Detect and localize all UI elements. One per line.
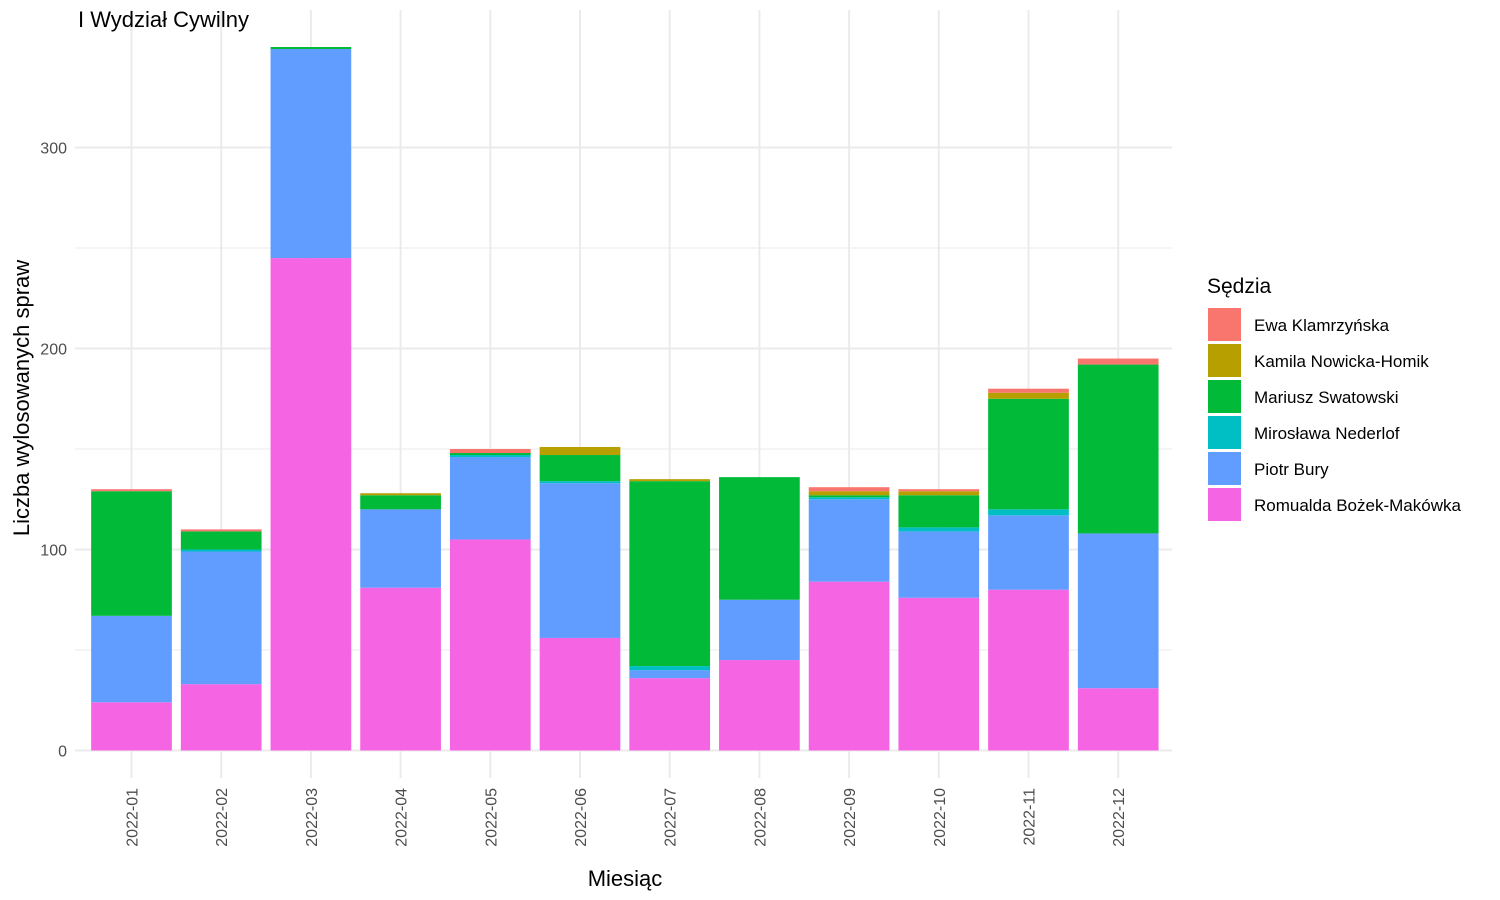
bar-segment [270, 47, 352, 50]
bar-segment [898, 597, 980, 751]
legend-label: Kamila Nowicka-Homik [1254, 352, 1429, 371]
bar-segment [988, 589, 1069, 751]
bar-segment [988, 509, 1069, 516]
y-tick-label: 300 [40, 141, 67, 158]
legend-label: Piotr Bury [1254, 460, 1329, 479]
bar-segment [808, 581, 890, 751]
legend-label: Romualda Bożek-Makówka [1254, 496, 1461, 515]
bar-segment [360, 509, 441, 588]
bar-segment [988, 388, 1069, 393]
bar-segment [449, 539, 531, 751]
bar-segment [898, 489, 980, 492]
bar-segment [449, 455, 531, 458]
bar-segment [719, 599, 800, 661]
bar-segment [180, 551, 262, 685]
bar-segment [360, 493, 441, 496]
bar-segment [539, 455, 621, 482]
x-tick-label: 2022-10 [932, 788, 949, 847]
x-axis-title: Miesiąc [588, 866, 663, 891]
legend-label: Ewa Klamrzyńska [1254, 316, 1390, 335]
legend-label: Mirosława Nederlof [1254, 424, 1400, 443]
legend-key [1208, 416, 1241, 449]
legend-key [1208, 308, 1241, 341]
bar-segment [270, 258, 352, 751]
bar-segment [449, 453, 531, 456]
bar-segment [808, 495, 890, 498]
bar-segment [539, 446, 621, 456]
x-tick-label: 2022-01 [125, 788, 142, 847]
bar-segment [91, 491, 172, 616]
x-tick-label: 2022-02 [214, 788, 231, 847]
bar-segment [629, 670, 711, 679]
bar-segment [360, 495, 441, 510]
bar-segment [808, 497, 890, 500]
bar-segment [91, 702, 172, 751]
bar-segment [808, 499, 890, 582]
bar-segment [539, 481, 621, 484]
bar-segment [719, 477, 800, 600]
x-tick-label: 2022-04 [394, 788, 411, 847]
legend-key [1208, 344, 1241, 377]
y-axis-ticks: 0 100 200 300 [40, 141, 67, 761]
x-tick-label: 2022-09 [842, 788, 859, 847]
bar-segment [270, 49, 352, 259]
x-tick-label: 2022-06 [573, 788, 590, 847]
bar-segment [988, 392, 1069, 399]
x-axis-ticks: 2022-01 2022-02 2022-03 2022-04 2022-05 2022-… [125, 788, 1129, 847]
bar-segment [988, 515, 1069, 590]
y-axis-title: Liczba wylosowanych spraw [9, 260, 34, 536]
bar-segment [629, 481, 711, 667]
bar-segment [898, 491, 980, 496]
legend-key [1208, 380, 1241, 413]
x-tick-label: 2022-05 [483, 788, 500, 847]
x-tick-label: 2022-07 [663, 788, 680, 847]
bar-segment [898, 531, 980, 598]
legend-title: Sędzia [1207, 275, 1272, 298]
bar-segment [539, 637, 621, 751]
legend-label: Mariusz Swatowski [1254, 388, 1399, 407]
y-tick-label: 200 [40, 342, 67, 359]
bar-segment [1077, 688, 1159, 751]
bar-segment [539, 483, 621, 638]
bars [91, 47, 1159, 751]
bar-segment [898, 495, 980, 528]
bar-segment [91, 615, 172, 703]
bar-segment [360, 587, 441, 751]
bar-segment [629, 666, 711, 671]
y-tick-label: 100 [40, 543, 67, 560]
bar-segment [180, 529, 262, 532]
legend-key [1208, 452, 1241, 485]
bar-segment [629, 479, 711, 482]
bar-segment [91, 489, 172, 492]
bar-segment [1077, 533, 1159, 689]
bar-segment [629, 678, 711, 751]
bar-segment [449, 457, 531, 540]
bar-segment [180, 531, 262, 550]
bar-segment [449, 449, 531, 454]
x-tick-label: 2022-03 [304, 788, 321, 847]
bar-segment [808, 487, 890, 492]
bar-segment [180, 549, 262, 552]
chart-title: I Wydział Cywilny [78, 7, 249, 32]
bar-segment [180, 684, 262, 751]
legend-key [1208, 488, 1241, 521]
bar-segment [808, 491, 890, 496]
bar-segment [898, 527, 980, 532]
bar-segment [719, 660, 800, 751]
legend-items: Ewa Klamrzyńska Kamila Nowicka-Homik Mariu… [1208, 308, 1461, 521]
x-tick-label: 2022-11 [1022, 788, 1039, 846]
x-tick-label: 2022-08 [752, 788, 769, 847]
bar-segment [988, 398, 1069, 510]
legend: Sędzia Ewa Klamrzyńska Kamila Nowicka-Hom… [1207, 275, 1461, 521]
y-tick-label: 0 [58, 744, 67, 761]
bar-segment [1077, 364, 1159, 534]
x-tick-label: 2022-12 [1111, 788, 1128, 847]
bar-segment [1077, 358, 1159, 365]
